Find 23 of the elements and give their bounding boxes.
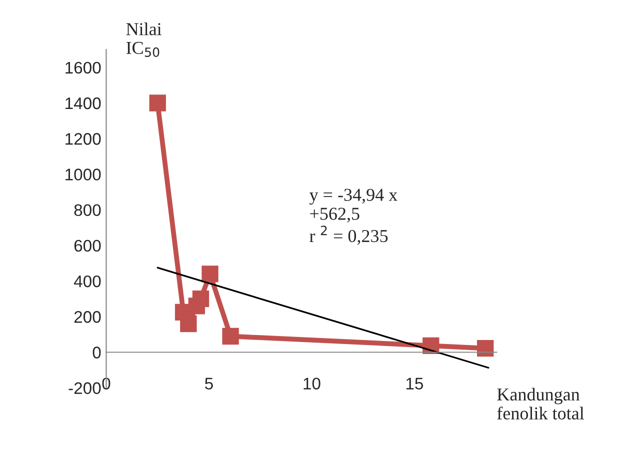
x-tick-label: 0 bbox=[102, 378, 110, 390]
y-tick-label: -200 bbox=[68, 382, 101, 394]
point bbox=[192, 290, 210, 308]
y-tick-label: 1200 bbox=[66, 133, 101, 145]
y-tick-label: 0 bbox=[92, 346, 101, 358]
y-tick-label: 1400 bbox=[66, 97, 101, 110]
y-tick-label: 800 bbox=[74, 204, 101, 216]
y-axis-title: Nilai IC$_{50}$ bbox=[126, 22, 162, 57]
x-tick-label: 5 bbox=[205, 378, 213, 390]
y-tick-label: 1000 bbox=[66, 168, 101, 180]
point bbox=[477, 340, 494, 357]
x-axis-title: Kandungan fenolik total bbox=[497, 388, 584, 420]
y-tick-label: 400 bbox=[74, 275, 101, 288]
x-tick-label: 15 bbox=[406, 378, 424, 390]
point bbox=[180, 315, 197, 332]
point bbox=[202, 266, 218, 282]
point bbox=[149, 94, 166, 112]
y-tick-label: 600 bbox=[74, 240, 101, 252]
y-tick-label: 200 bbox=[74, 311, 101, 323]
x-tick-label: 10 bbox=[304, 378, 320, 390]
y-tick-label: 1600 bbox=[66, 62, 101, 74]
point bbox=[222, 328, 239, 345]
annotation: y = -34,94 x +562,5 r $^{2}$ = 0,235 bbox=[309, 188, 398, 245]
